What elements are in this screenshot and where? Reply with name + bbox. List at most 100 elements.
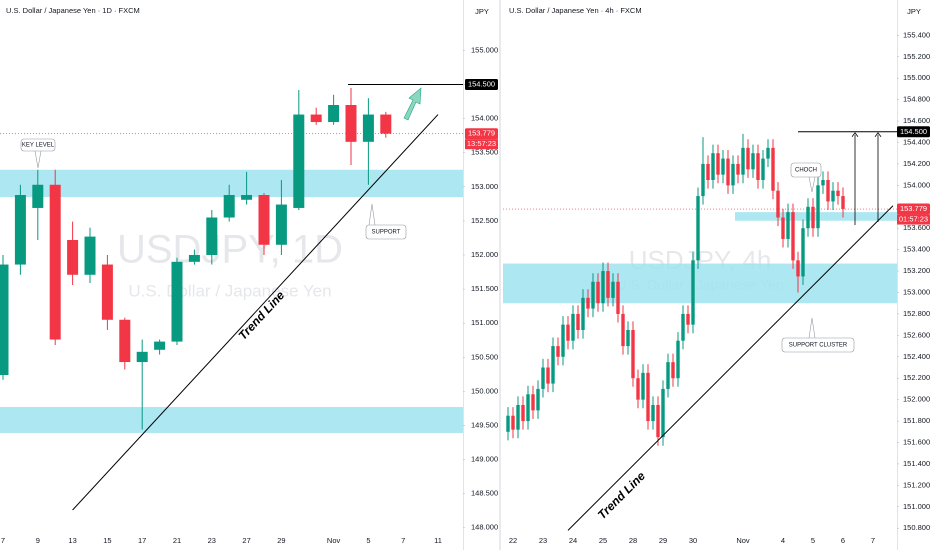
candle-body xyxy=(516,405,520,430)
candle-body xyxy=(154,341,166,350)
candle-body xyxy=(136,351,148,363)
candle-body xyxy=(0,264,9,375)
candle-body xyxy=(811,206,815,229)
candle-body xyxy=(691,260,695,325)
candle-body xyxy=(611,281,615,298)
x-tick-label: 5 xyxy=(811,536,815,545)
candle-body xyxy=(706,163,710,180)
watermark-subtitle: U.S. Dollar / Japanese Yen xyxy=(128,281,331,300)
x-tick-label: Nov xyxy=(736,536,750,545)
candle-body xyxy=(49,184,61,340)
y-tick-label: 151.800 xyxy=(903,416,930,425)
y-tick-label: 149.500 xyxy=(471,420,498,429)
candle-body xyxy=(606,271,610,298)
y-tick-label: 153.600 xyxy=(903,223,930,232)
candle-body xyxy=(101,264,113,320)
y-tick-label: 151.600 xyxy=(903,437,930,446)
y-tick-label: 152.500 xyxy=(471,216,498,225)
axis-currency: JPY xyxy=(907,7,921,16)
x-tick-label: 6 xyxy=(841,536,845,545)
chart-title: U.S. Dollar / Japanese Yen · 4h · FXCM xyxy=(509,6,642,15)
candle-body xyxy=(756,153,760,180)
price-label: 153.779 xyxy=(468,129,495,138)
y-tick-label: 153.200 xyxy=(903,266,930,275)
y-tick-label: 155.200 xyxy=(903,52,930,61)
x-tick-label: Nov xyxy=(327,536,341,545)
candle-body xyxy=(345,105,357,142)
candle-body xyxy=(651,405,655,422)
arrow-head xyxy=(851,132,859,138)
candle-body xyxy=(541,367,545,389)
price-label-box xyxy=(897,203,930,215)
candle-body xyxy=(836,190,840,197)
candle-body xyxy=(661,388,665,438)
candle-body xyxy=(671,362,675,379)
candle-body xyxy=(821,180,825,186)
candle-body xyxy=(741,147,745,175)
y-tick-label: 150.800 xyxy=(903,523,930,532)
candle-body xyxy=(67,240,79,275)
y-tick-label: 152.000 xyxy=(471,250,498,259)
callout-text: CHOCH xyxy=(795,168,817,174)
candle-body xyxy=(380,114,392,134)
y-tick-label: 155.000 xyxy=(903,73,930,82)
x-tick-label: 5 xyxy=(366,536,370,545)
candle-body xyxy=(656,405,660,438)
chart-title: U.S. Dollar / Japanese Yen · 1D · FXCM xyxy=(6,6,140,15)
y-tick-label: 154.400 xyxy=(903,137,930,146)
projection-arrow xyxy=(403,87,422,121)
price-label-box xyxy=(465,79,498,91)
callout-box xyxy=(365,224,407,240)
candle-body xyxy=(666,362,670,389)
countdown-box xyxy=(465,139,498,150)
price-label: 154.500 xyxy=(468,80,495,89)
candle-body xyxy=(223,195,235,218)
x-tick-label: 22 xyxy=(509,536,517,545)
y-tick-label: 155.000 xyxy=(471,45,498,54)
y-tick-label: 153.000 xyxy=(471,182,498,191)
candle-body xyxy=(716,153,720,175)
candle-body xyxy=(206,217,218,255)
candle-body xyxy=(310,114,322,123)
y-tick-label: 152.800 xyxy=(903,309,930,318)
y-tick-label: 154.600 xyxy=(903,116,930,125)
callout-box xyxy=(781,337,855,353)
price-label-box xyxy=(465,128,498,140)
callout-text: SUPPORT xyxy=(372,230,401,236)
candle-body xyxy=(551,346,555,384)
y-tick-label: 151.000 xyxy=(903,502,930,511)
y-tick-label: 149.000 xyxy=(471,455,498,464)
candle-body xyxy=(701,163,705,197)
x-tick-label: 25 xyxy=(599,536,607,545)
candle-body xyxy=(561,324,565,357)
candle-body xyxy=(686,313,690,325)
callout-text: KEY LEVEL xyxy=(22,143,55,149)
y-tick-label: 155.400 xyxy=(903,30,930,39)
candle-body xyxy=(771,147,775,191)
x-tick-label: 23 xyxy=(208,536,216,545)
candle-body xyxy=(521,405,525,422)
y-tick-label: 148.500 xyxy=(471,489,498,498)
candle-body xyxy=(636,378,640,400)
y-tick-label: 151.200 xyxy=(903,480,930,489)
candle-body xyxy=(626,330,630,347)
candle-body xyxy=(676,340,680,379)
support-zone xyxy=(0,407,463,433)
trend-line xyxy=(72,114,439,511)
candle-body xyxy=(726,158,730,186)
x-tick-label: 21 xyxy=(173,536,181,545)
countdown-label: 01:57:23 xyxy=(899,215,928,224)
candle-body xyxy=(796,260,800,277)
y-tick-label: 152.400 xyxy=(903,352,930,361)
axis-currency: JPY xyxy=(475,7,489,16)
callout-text: SUPPORT CLUSTER xyxy=(789,343,848,349)
candle-body xyxy=(786,212,790,239)
y-tick-label: 150.500 xyxy=(471,352,498,361)
candle-body xyxy=(14,195,26,265)
candle-body xyxy=(506,415,510,432)
candle-body xyxy=(526,394,530,422)
candle-body xyxy=(32,184,44,208)
x-tick-label: 29 xyxy=(659,536,667,545)
countdown-box xyxy=(897,214,930,225)
y-tick-label: 153.500 xyxy=(471,148,498,157)
